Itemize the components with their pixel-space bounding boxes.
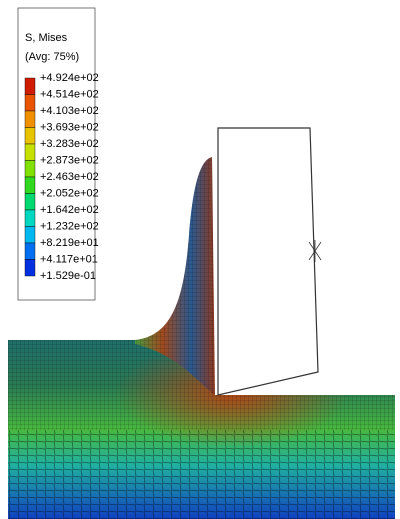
viewport: S, Mises (Avg: 75%) +4.924e+02 +4.514e+02…: [0, 0, 400, 519]
legend-label: +1.232e+02: [40, 220, 99, 232]
legend-label: +8.219e+01: [40, 237, 99, 249]
legend-label: +2.873e+02: [40, 154, 99, 166]
legend-label: +4.117e+01: [40, 253, 98, 265]
legend: S, Mises (Avg: 75%) +4.924e+02 +4.514e+02…: [18, 8, 99, 300]
legend-label: +1.642e+02: [40, 204, 99, 216]
legend-label: +4.103e+02: [40, 105, 99, 117]
legend-label: +2.052e+02: [40, 187, 99, 199]
color-bar: [25, 78, 35, 276]
legend-label: +2.463e+02: [40, 171, 99, 183]
legend-label: +1.529e-01: [40, 270, 96, 282]
legend-label: +3.283e+02: [40, 138, 99, 150]
legend-label: +4.514e+02: [40, 88, 99, 100]
page: {"legend": {"title": "S, Mises", "subtit…: [0, 0, 400, 519]
legend-subtitle: (Avg: 75%): [25, 51, 79, 63]
legend-label: +3.693e+02: [40, 121, 99, 133]
tool: [218, 128, 321, 395]
legend-title: S, Mises: [25, 32, 68, 44]
legend-label: +4.924e+02: [40, 72, 99, 84]
